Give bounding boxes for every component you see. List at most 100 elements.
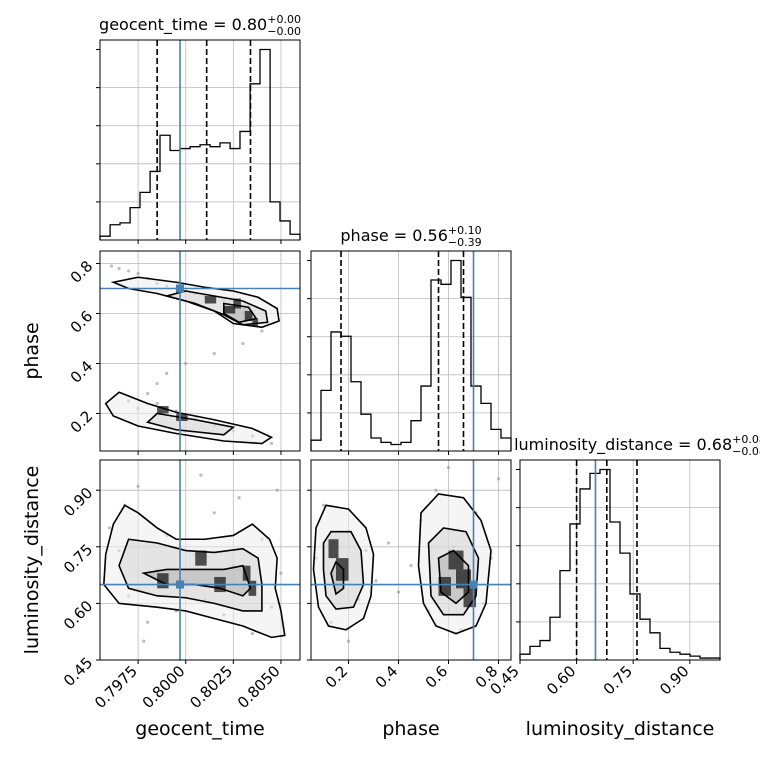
sample-point (396, 590, 401, 594)
panel-title-phase: phase = 0.56+0.10 −0.39 (340, 224, 481, 249)
injection-marker (176, 580, 184, 589)
title-value: phase = 0.56 (340, 226, 447, 245)
density-cell (195, 550, 207, 566)
sample-point (199, 473, 203, 477)
sample-point (212, 511, 216, 515)
contour-line (427, 527, 480, 616)
sample-point (136, 484, 140, 489)
sample-point (496, 477, 501, 481)
injection-marker (469, 580, 478, 589)
sample-point (346, 639, 351, 643)
x-tick-label-luminosity_distance: 0.90 (656, 662, 692, 698)
sample-point (146, 391, 150, 396)
contour-line (437, 549, 470, 605)
sample-point (409, 564, 413, 568)
axes-frame (99, 250, 301, 452)
sample-point (237, 496, 241, 500)
histogram-step (99, 48, 301, 240)
y-tick-label-luminosity_distance: 0.75 (60, 540, 96, 576)
sample-point (212, 351, 216, 356)
sample-point (109, 264, 114, 268)
x-axis-label-luminosity_distance: luminosity_distance (526, 718, 715, 740)
sample-point (146, 620, 150, 624)
contour-line (102, 504, 286, 639)
title-value: geocent_time = 0.80 (99, 15, 267, 35)
contour-line (330, 560, 345, 596)
axes-frame (310, 459, 512, 661)
density-cell (336, 558, 349, 581)
injection-marker (176, 284, 184, 293)
x-axis-label-phase: phase (382, 718, 439, 740)
x-tick-label-geocent_time: 0.8050 (234, 662, 284, 712)
x-tick-label-phase: 0.4 (372, 662, 402, 692)
sample-point (155, 381, 159, 386)
corner-panels: geocent_time = 0.80+0.00 −0.00 phase = 0.5… (21, 13, 760, 740)
hist-panel-phase: phase = 0.56+0.10 −0.39 (307, 224, 512, 452)
y-tick-label-phase: 0.8 (67, 257, 97, 287)
title-value: luminosity_distance = 0.68 (514, 435, 732, 455)
x-tick-label-luminosity_distance: 0.60 (543, 662, 579, 698)
axes-frame (99, 459, 301, 661)
y-tick-label-phase: 0.4 (67, 357, 97, 387)
density-cell (204, 296, 217, 304)
axes-frame (99, 39, 301, 241)
panel-title-geocent_time: geocent_time = 0.80+0.00 −0.00 (99, 13, 301, 38)
title-error-plus: +0.10 (448, 224, 482, 237)
density-cell (328, 539, 339, 559)
sample-point (250, 631, 254, 636)
density-cell (244, 311, 253, 321)
y-tick-label-luminosity_distance: 0.60 (60, 597, 96, 633)
y-axis-label-luminosity_distance: luminosity_distance (21, 466, 43, 655)
sample-point (260, 329, 264, 333)
title-error-minus: −0.00 (267, 25, 301, 38)
sample-point (126, 269, 131, 273)
hist-panel-geocent_time: geocent_time = 0.80+0.00 −0.00 (96, 13, 301, 241)
x-tick-label-luminosity_distance: 0.75 (600, 662, 636, 698)
x-tick-label-geocent_time: 0.8025 (186, 662, 236, 712)
panel-2d-phase-luminosity_distance (310, 459, 512, 661)
x-axis-label-geocent_time: geocent_time (135, 718, 264, 740)
y-tick-label-luminosity_distance: 0.90 (60, 484, 96, 520)
panel-content (311, 460, 511, 660)
density-cell (223, 306, 236, 314)
sample-point (386, 541, 391, 545)
density-cell (448, 550, 464, 570)
sample-point (275, 488, 279, 492)
sample-point (446, 465, 451, 470)
contour-line (145, 412, 236, 436)
sample-point (107, 526, 112, 530)
y-tick-label-phase: 0.2 (67, 407, 97, 437)
title-error-minus: −0.08 (732, 445, 760, 458)
sample-point (434, 488, 438, 492)
sample-point (117, 266, 121, 271)
axes-frame (310, 250, 512, 452)
title-error-minus: −0.39 (448, 236, 482, 249)
y-tick-label-luminosity_distance: 0.45 (60, 654, 96, 690)
x-tick-label-phase: 0.2 (322, 662, 352, 692)
x-tick-label-geocent_time: 0.7975 (91, 662, 141, 712)
panel-content (100, 460, 300, 660)
sample-point (165, 371, 169, 376)
contour-line (322, 530, 365, 610)
sample-point (321, 503, 326, 507)
contour-line (223, 302, 258, 324)
panel-title-luminosity_distance: luminosity_distance = 0.68+0.08−0.08 (514, 433, 760, 458)
hist-panel-luminosity_distance: luminosity_distance = 0.68+0.08−0.08 (514, 433, 760, 661)
density-cell (233, 298, 241, 309)
density-cell (242, 565, 251, 581)
title-error-plus: +0.00 (267, 13, 301, 26)
sample-point (155, 401, 159, 406)
density-cell (248, 580, 257, 596)
contour-line (163, 290, 269, 326)
contour-line (104, 391, 274, 445)
y-tick-label-phase: 0.6 (67, 307, 97, 337)
sample-point (279, 571, 283, 575)
density-cell (252, 318, 259, 326)
panel-2d-geocent_time-luminosity_distance (99, 459, 301, 661)
axes-frame (519, 459, 721, 661)
contour-line (417, 493, 492, 635)
density-cell (456, 569, 471, 589)
contour-line (312, 504, 375, 631)
sample-point (136, 271, 140, 276)
